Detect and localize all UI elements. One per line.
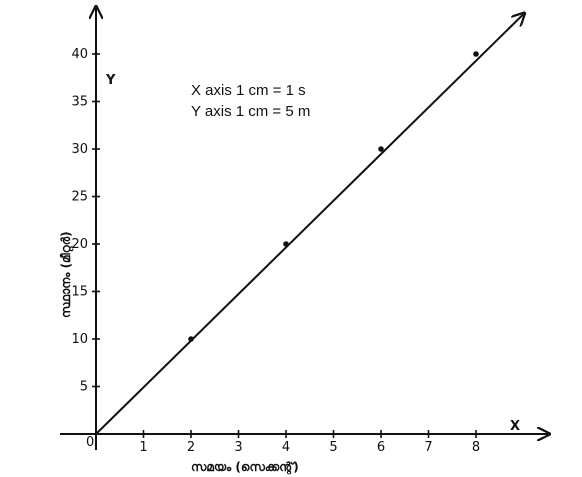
axes — [60, 8, 548, 450]
y-tick-label: 35 — [71, 95, 88, 110]
x-axis-title: സമയം (സെക്കന്റ്) — [191, 460, 299, 475]
y-tick-label: 25 — [71, 190, 88, 205]
x-tick-label: 5 — [329, 440, 337, 455]
y-tick-label: 10 — [71, 332, 88, 347]
origin-label: 0 — [86, 435, 94, 450]
x-tick-label: 2 — [187, 440, 195, 455]
y-tick-label: 20 — [71, 237, 88, 252]
y-tick-label: 30 — [71, 142, 88, 157]
y-tick-label: 40 — [71, 47, 88, 62]
x-tick-label: 4 — [282, 440, 290, 455]
y-tick-label: 15 — [71, 285, 88, 300]
y-ticks: 5 10 15 20 25 30 35 40 — [71, 47, 100, 395]
x-axis-letter: X — [510, 419, 520, 434]
series-layer — [95, 14, 524, 435]
x-tick-label: 1 — [139, 440, 147, 455]
data-point — [188, 336, 194, 342]
scale-note-x: X axis 1 cm = 1 s — [191, 82, 306, 99]
x-tick-label: 8 — [472, 440, 480, 455]
y-axis-letter: Y — [105, 73, 116, 88]
series-line — [95, 14, 524, 435]
x-tick-label: 6 — [377, 440, 385, 455]
x-tick-label: 7 — [424, 440, 432, 455]
data-point — [283, 241, 289, 247]
x-tick-label: 3 — [234, 440, 242, 455]
data-point — [378, 146, 384, 152]
y-axis-title: സ്ഥാനം (മീറ്റർ) — [59, 231, 74, 318]
data-point — [473, 51, 479, 57]
y-tick-label: 5 — [80, 380, 88, 395]
scale-note-y: Y axis 1 cm = 5 m — [191, 103, 310, 120]
x-ticks: 1 2 3 4 5 6 7 8 — [139, 430, 480, 455]
